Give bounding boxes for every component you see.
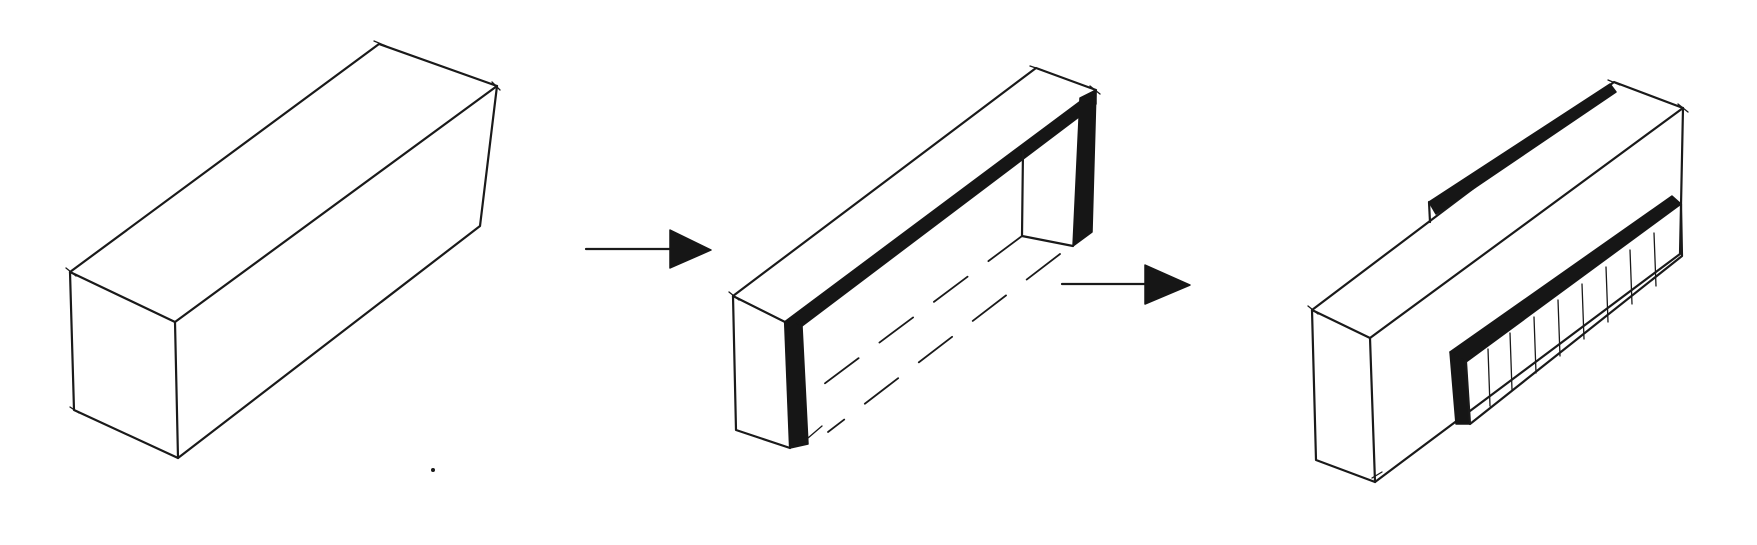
block-3-side-face [1373, 106, 1685, 484]
arrow-2-head [1144, 264, 1191, 305]
block-1-front-face [68, 270, 180, 460]
block-2-shadow-underside [784, 89, 1097, 327]
block-2-top-face [731, 66, 1098, 324]
step-1-solid-block [65, 40, 501, 472]
arrow-1-head [669, 229, 712, 269]
block-3-recess-outline [1464, 202, 1684, 426]
block-2-shadow-left-pier [784, 321, 809, 449]
arrow-1 [584, 229, 712, 269]
block-2-removed-edge-front [827, 253, 1061, 433]
block-1-top-face [68, 42, 499, 324]
block-2-right-inner-edge [1020, 148, 1075, 248]
block-2-corner-ticks [728, 65, 1101, 439]
block-3-recess-mullions [1487, 232, 1657, 407]
block-3-top-slot [1428, 83, 1617, 215]
block-3-front-face [1310, 308, 1377, 484]
block-1-corner-ticks [65, 40, 501, 414]
block-2-front-face [731, 294, 792, 450]
step-3-block-with-recess [1307, 79, 1689, 484]
block-1-side-face [176, 84, 499, 460]
ink-dot [431, 468, 435, 472]
block-3-top-slot-notch [1427, 200, 1432, 224]
step-2-hollowed-frame [728, 65, 1101, 450]
arrow-2 [1060, 264, 1191, 305]
block-3-corner-ticks [1307, 79, 1689, 479]
block-2-shadow-right-pier [1072, 89, 1097, 247]
block-2-removed-edge-back [815, 235, 1023, 391]
